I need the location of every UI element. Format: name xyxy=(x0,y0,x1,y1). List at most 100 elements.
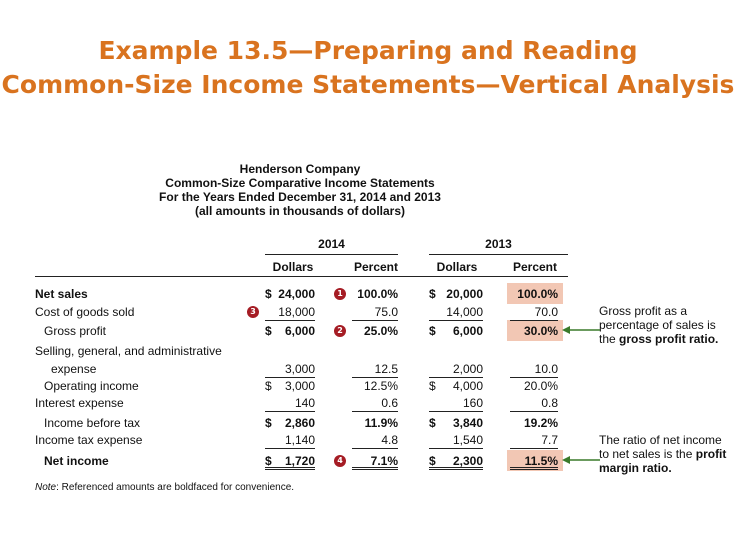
currency-symbol: $ xyxy=(265,454,272,468)
tax-2014-percent: 4.8 xyxy=(352,431,398,449)
row-sga-expense: expense 3,000 12.5 2,000 10.0 xyxy=(0,360,736,378)
ibt-2013-dollars: $3,840 xyxy=(429,416,483,430)
currency-symbol: $ xyxy=(265,287,272,301)
col-dollars-2013: Dollars xyxy=(436,260,478,274)
row-operating-income: Operating income $3,000 12.5% $4,000 20.… xyxy=(0,377,736,395)
year-2013-rule xyxy=(429,254,568,255)
gross-profit-2014-dollars: $6,000 xyxy=(265,324,315,338)
callout-gross-text: Gross profit as a percentage of sales is… xyxy=(599,304,716,346)
sga-2014-percent: 12.5 xyxy=(352,360,398,378)
row-net-sales: Net sales $24,000 100.0% $20,000 100.0% xyxy=(0,285,736,303)
gross-profit-2014-percent: 25.0% xyxy=(363,324,398,338)
slide-title-line1: Example 13.5—Preparing and Reading xyxy=(98,36,638,65)
net-sales-2014-dollars: $24,000 xyxy=(265,287,315,301)
cogs-2013-percent: 70.0 xyxy=(510,303,558,321)
gross-profit-2013-dollars: $6,000 xyxy=(429,324,483,338)
header-rule xyxy=(35,276,568,277)
net-sales-2014-percent: 100.0% xyxy=(357,287,398,301)
highlight-gross-profit-2013 xyxy=(507,320,563,341)
currency-symbol: $ xyxy=(429,287,436,301)
row-income-before-tax: Income before tax $2,860 11.9% $3,840 19… xyxy=(0,414,736,432)
row-label: expense xyxy=(51,362,97,376)
slide-title: Example 13.5—Preparing and Reading Commo… xyxy=(0,34,736,102)
operating-income-2013-percent: 20.0% xyxy=(523,379,558,393)
sga-2013-percent: 10.0 xyxy=(510,360,558,378)
statement-title: Common-Size Comparative Income Statement… xyxy=(165,176,435,190)
sga-2014-dollars: 3,000 xyxy=(265,360,315,378)
row-income-tax-expense: Income tax expense 1,140 4.8 1,540 7.7 xyxy=(0,431,736,449)
gross-profit-2013-percent: 30.0% xyxy=(523,324,558,338)
row-label: Operating income xyxy=(44,379,139,393)
arrow-left-icon xyxy=(562,326,600,334)
col-percent-2014: Percent xyxy=(353,260,399,274)
ibt-2013-percent: 19.2% xyxy=(523,416,558,430)
tax-2013-dollars: 1,540 xyxy=(429,431,483,449)
year-2013-header: 2013 xyxy=(485,237,512,251)
interest-2014-percent: 0.6 xyxy=(352,394,398,412)
tax-2014-dollars: 1,140 xyxy=(265,431,315,449)
currency-symbol: $ xyxy=(429,379,436,393)
row-label: Net income xyxy=(44,454,109,468)
cogs-2013-dollars: 14,000 xyxy=(429,303,483,321)
net-income-2014-dollars: $1,720 xyxy=(265,454,315,470)
footnote-text: : Referenced amounts are boldfaced for c… xyxy=(56,482,295,493)
currency-symbol: $ xyxy=(265,379,272,393)
operating-income-2014-dollars: $3,000 xyxy=(265,379,315,393)
callout-gross-term: gross profit ratio. xyxy=(619,332,719,346)
operating-income-2014-percent: 12.5% xyxy=(363,379,398,393)
year-2014-header: 2014 xyxy=(318,237,345,251)
company-name: Henderson Company xyxy=(239,162,361,176)
interest-2014-dollars: 140 xyxy=(265,394,315,412)
row-interest-expense: Interest expense 140 0.6 160 0.8 xyxy=(0,394,736,412)
statement-units: (all amounts in thousands of dollars) xyxy=(194,204,405,218)
currency-symbol: $ xyxy=(265,416,272,430)
row-label: Cost of goods sold xyxy=(35,305,135,319)
col-dollars-2014: Dollars xyxy=(272,260,314,274)
row-label: Interest expense xyxy=(35,396,124,410)
ibt-2014-percent: 11.9% xyxy=(364,416,398,430)
marker-2-icon: 2 xyxy=(334,325,346,337)
sga-2013-dollars: 2,000 xyxy=(429,360,483,378)
net-sales-2013-dollars: $20,000 xyxy=(429,287,483,301)
interest-2013-dollars: 160 xyxy=(429,394,483,412)
footnote: Note: Referenced amounts are boldfaced f… xyxy=(35,482,294,493)
currency-symbol: $ xyxy=(265,324,272,338)
statement-period: For the Years Ended December 31, 2014 an… xyxy=(159,190,441,204)
marker-3-icon: 3 xyxy=(247,306,259,318)
row-label: Gross profit xyxy=(44,324,107,338)
row-label: Selling, general, and administrative xyxy=(35,344,222,358)
row-label: Income tax expense xyxy=(35,433,143,447)
row-sga-label: Selling, general, and administrative xyxy=(0,342,736,360)
operating-income-2013-dollars: $4,000 xyxy=(429,379,483,393)
cogs-2014-dollars: 18,000 xyxy=(265,303,315,321)
row-label: Net sales xyxy=(35,287,88,301)
net-income-2013-percent: 11.5% xyxy=(510,452,558,470)
row-gross-profit: Gross profit $6,000 25.0% $6,000 30.0% xyxy=(0,322,736,340)
marker-4-icon: 4 xyxy=(334,455,346,467)
net-income-2013-dollars: $2,300 xyxy=(429,454,483,470)
currency-symbol: $ xyxy=(429,416,436,430)
cogs-2014-percent: 75.0 xyxy=(352,303,398,321)
arrow-left-icon xyxy=(562,456,600,464)
ibt-2014-dollars: $2,860 xyxy=(265,416,315,430)
interest-2013-percent: 0.8 xyxy=(510,394,558,412)
currency-symbol: $ xyxy=(429,324,436,338)
tax-2013-percent: 7.7 xyxy=(510,431,558,449)
callout-net-term: profit margin ratio. xyxy=(599,447,727,475)
slide-title-line2: Common-Size Income Statements—Vertical A… xyxy=(1,70,735,99)
row-label: Income before tax xyxy=(44,416,141,430)
highlight-net-sales-2013 xyxy=(507,283,563,304)
net-sales-2013-percent: 100.0% xyxy=(517,287,558,301)
col-percent-2013: Percent xyxy=(512,260,558,274)
marker-1-icon: 1 xyxy=(334,288,346,300)
statement-header: Henderson Company Common-Size Comparativ… xyxy=(130,162,470,218)
year-2014-rule xyxy=(265,254,398,255)
callout-profit-margin-ratio: The ratio of net income to net sales is … xyxy=(599,433,729,475)
highlight-net-income-2013 xyxy=(507,450,563,471)
footnote-prefix: Note xyxy=(35,482,57,493)
currency-symbol: $ xyxy=(429,454,436,468)
net-income-2014-percent: 7.1% xyxy=(352,452,398,470)
row-net-income: Net income $1,720 7.1% $2,300 11.5% xyxy=(0,452,736,470)
callout-net-text: The ratio of net income to net sales is … xyxy=(599,433,722,461)
callout-gross-profit-ratio: Gross profit as a percentage of sales is… xyxy=(599,304,729,346)
